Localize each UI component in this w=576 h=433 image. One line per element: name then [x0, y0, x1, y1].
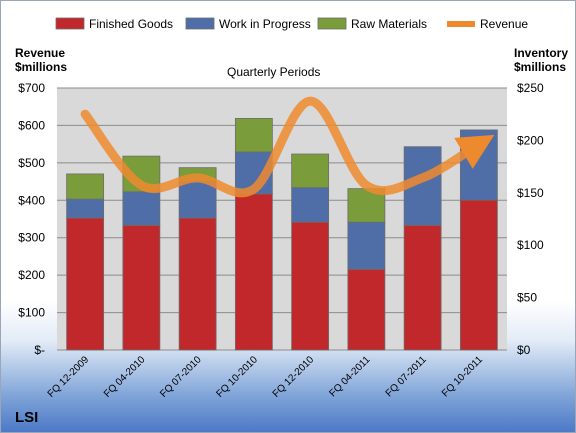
bar-finished-goods	[459, 199, 498, 351]
revenue-line	[80, 96, 495, 198]
x-tick-label: FQ 10-2011	[440, 354, 485, 399]
legend-label: Finished Goods	[89, 17, 173, 31]
x-tick-label: FQ 07-2010	[158, 354, 204, 400]
bar-work-in-progress	[122, 191, 161, 226]
right-tick-label: $50	[517, 291, 537, 305]
bar-work-in-progress	[347, 221, 386, 270]
left-tick-label: $200	[18, 268, 45, 282]
bar-finished-goods	[66, 217, 105, 351]
brand-logo: LSI	[15, 409, 38, 426]
right-axis-label-line2: $millions	[514, 60, 566, 74]
right-tick-label: $250	[517, 81, 544, 95]
bar-finished-goods	[122, 224, 161, 351]
left-axis-label-line1: Revenue	[15, 46, 65, 60]
left-tick-label: $700	[18, 81, 45, 95]
bar-finished-goods	[347, 268, 386, 351]
bar-raw-materials	[66, 173, 105, 200]
legend-label: Work in Progress	[219, 17, 311, 31]
chart-title: Quarterly Periods	[227, 65, 320, 79]
bar-work-in-progress	[66, 198, 105, 219]
legend-swatch-work-in-progress	[185, 17, 215, 30]
x-tick-label: FQ 04-2010	[102, 354, 148, 400]
bar-work-in-progress	[291, 187, 330, 223]
x-tick-label: FQ 04-2011	[328, 354, 373, 399]
x-tick-label: FQ 07-2011	[384, 354, 429, 399]
right-axis-label-line1: Inventory	[514, 46, 568, 60]
left-tick-label: $600	[18, 118, 45, 132]
legend-swatch-raw-materials	[317, 17, 347, 30]
x-tick-label: FQ 12-2009	[46, 354, 92, 400]
right-tick-label: $0	[517, 343, 531, 357]
right-tick-label: $100	[517, 238, 544, 252]
bar-finished-goods	[403, 224, 442, 351]
right-tick-label: $200	[517, 133, 544, 147]
left-tick-label: $300	[18, 231, 45, 245]
bar-raw-materials	[234, 117, 273, 153]
bar-finished-goods	[178, 217, 217, 351]
left-tick-label: $100	[18, 306, 45, 320]
left-axis-label-line2: $millions	[15, 60, 67, 74]
bar-finished-goods	[291, 221, 330, 351]
right-tick-label: $150	[517, 186, 544, 200]
left-tick-label: $400	[18, 193, 45, 207]
legend-label: Revenue	[480, 17, 528, 31]
bar-raw-materials	[291, 153, 330, 188]
bar-work-in-progress	[178, 180, 217, 219]
x-tick-label: FQ 12-2010	[271, 354, 317, 400]
left-tick-label: $500	[18, 156, 45, 170]
x-tick-label: FQ 10-2010	[214, 354, 260, 400]
legend-swatch-finished-goods	[55, 17, 85, 30]
bar-finished-goods	[234, 193, 273, 351]
legend-label: Raw Materials	[351, 17, 427, 31]
left-tick-label: $-	[34, 343, 45, 357]
